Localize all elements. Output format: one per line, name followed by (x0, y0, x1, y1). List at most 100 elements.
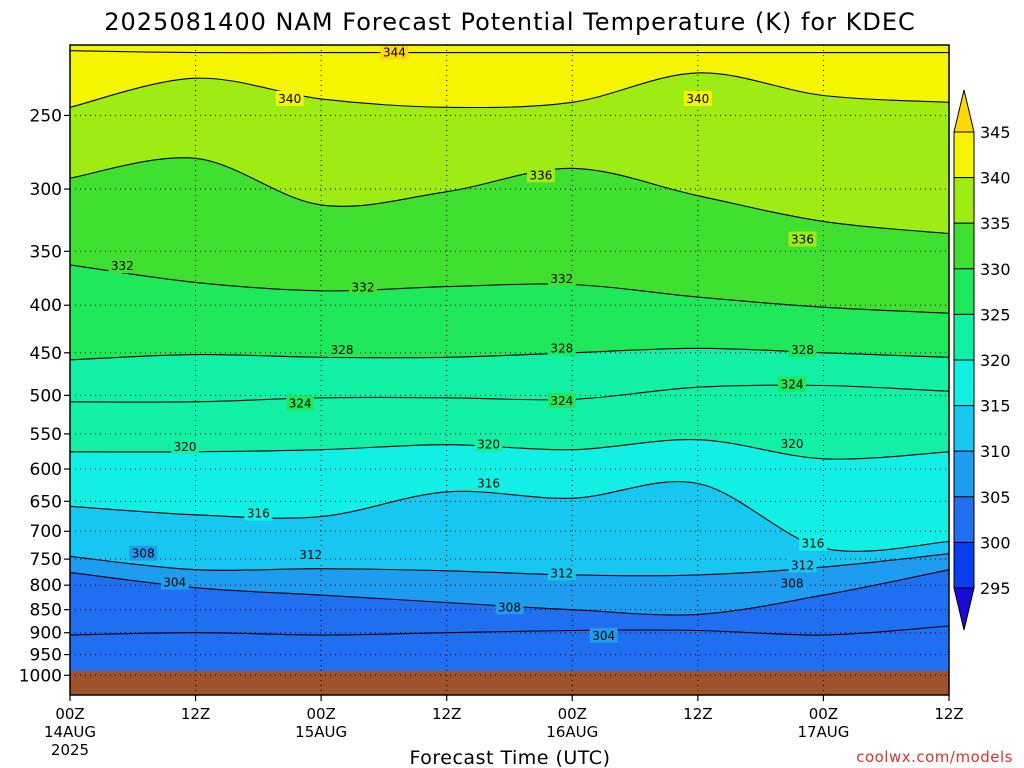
colorbar-segment-295 (953, 541, 975, 589)
contour-label-324: 324 (778, 376, 807, 392)
colorbar-label-295: 295 (980, 579, 1011, 598)
y-tick-label-250: 250 (30, 106, 62, 126)
contour-label-text-0: 344 (383, 46, 406, 60)
x-tick-label-60: 12Z (683, 705, 712, 723)
contour-label-316: 316 (798, 535, 827, 551)
contour-label-text-17: 316 (247, 507, 270, 521)
contour-label-bg-2 (683, 90, 712, 106)
x-tick-sublabel-48-0: 16AUG (546, 723, 598, 741)
contour-label-340: 340 (683, 90, 712, 106)
contour-label-text-27: 304 (592, 629, 615, 643)
contour-label-text-3: 336 (529, 168, 552, 182)
ground-surface (70, 671, 949, 695)
contour-label-text-14: 320 (174, 440, 197, 454)
contour-label-bg-16 (778, 435, 807, 451)
x-tick-sublabel-0-1: 2025 (51, 741, 89, 759)
contour-label-308: 308 (129, 545, 158, 561)
colorbar-label-315: 315 (980, 397, 1011, 416)
credit-text: coolwx.com/models (856, 748, 1013, 766)
contour-label-text-15: 320 (477, 438, 500, 452)
colorbar-extend-top (953, 89, 975, 133)
colorbar-segment-310 (953, 405, 975, 452)
contour-label-320: 320 (778, 435, 807, 451)
contour-label-text-8: 328 (331, 343, 354, 357)
y-tick-label-950: 950 (30, 646, 62, 666)
x-tick-label-12: 12Z (181, 705, 210, 723)
x-tick-sublabel-0-0: 14AUG (44, 723, 96, 741)
colorbar-label-335: 335 (980, 214, 1011, 233)
contour-label-text-24: 308 (498, 600, 521, 614)
x-tick-label-84: 12Z (934, 705, 963, 723)
contour-label-text-23: 308 (132, 547, 155, 561)
contour-label-bg-24 (495, 599, 524, 615)
contour-label-bg-3 (526, 167, 555, 183)
contour-label-bg-23 (129, 545, 158, 561)
contour-label-328: 328 (328, 342, 357, 358)
contour-label-324: 324 (547, 392, 576, 408)
y-tick-label-400: 400 (30, 296, 62, 316)
x-tick-label-0: 00Z (55, 705, 84, 723)
contour-label-text-4: 336 (791, 233, 814, 247)
isentrope-line-340 (70, 72, 949, 109)
contour-label-text-25: 308 (781, 577, 804, 591)
y-tick-label-850: 850 (30, 601, 62, 621)
y-tick-label-300: 300 (30, 180, 62, 200)
contour-label-bg-25 (778, 575, 807, 591)
contour-label-344: 344 (380, 45, 409, 60)
contour-label-336: 336 (788, 231, 817, 247)
band-fill-344 (70, 45, 949, 53)
contour-label-text-5: 332 (111, 259, 134, 273)
contour-label-bg-13 (778, 376, 807, 392)
x-tick-label-24: 00Z (306, 705, 335, 723)
colorbar-segment-305 (953, 450, 975, 498)
x-tick-sublabel-72-0: 17AUG (797, 723, 849, 741)
colorbar-segment-330 (953, 222, 975, 270)
colorbar-segment-320 (953, 313, 975, 361)
x-tick-sublabel-24-0: 15AUG (295, 723, 347, 741)
contour-label-bg-27 (589, 627, 618, 643)
contour-label-320: 320 (474, 436, 503, 452)
colorbar-label-340: 340 (980, 169, 1011, 188)
contour-label-text-12: 324 (550, 394, 573, 408)
x-tick-label-48: 00Z (558, 705, 587, 723)
contour-label-bg-15 (474, 436, 503, 452)
y-tick-label-650: 650 (30, 492, 62, 512)
y-tick-label-700: 700 (30, 522, 62, 542)
y-tick-label-350: 350 (30, 242, 62, 262)
contour-label-312: 312 (788, 557, 817, 573)
contour-label-336: 336 (526, 167, 555, 183)
y-tick-label-1000: 1000 (19, 666, 62, 686)
isentrope-line-336 (70, 157, 949, 235)
grid-lines (70, 45, 949, 695)
contour-label-bg-1 (275, 90, 304, 106)
isentrope-line-304 (70, 625, 949, 636)
contour-label-bg-9 (547, 340, 576, 356)
temperature-bands (70, 45, 949, 695)
colorbar-segment-325 (953, 268, 975, 315)
y-tick-label-750: 750 (30, 550, 62, 570)
contour-label-bg-12 (547, 392, 576, 408)
contour-label-text-22: 312 (791, 559, 814, 573)
colorbar-segment-300 (953, 496, 975, 543)
y-tick-label-500: 500 (30, 386, 62, 406)
plot-area: 344 340 340 336 336 332 332 332 328 328 328 324 324 3… (69, 44, 950, 696)
contour-label-328: 328 (547, 340, 576, 356)
contour-label-text-20: 312 (299, 548, 322, 562)
contour-label-328: 328 (788, 342, 817, 358)
contour-label-bg-5 (108, 258, 137, 274)
contour-labels: 344 340 340 336 336 332 332 332 328 328 328 324 324 3… (108, 45, 827, 643)
contour-label-text-26: 304 (163, 576, 186, 590)
colorbar: 295 300 305 310 315 320 325 330 335 340 345 (953, 89, 1011, 631)
x-tick-label-36: 12Z (432, 705, 461, 723)
contour-label-308: 308 (495, 599, 524, 615)
contour-label-332: 332 (349, 279, 377, 295)
contour-label-text-19: 316 (802, 537, 825, 551)
contour-label-312: 312 (296, 546, 325, 562)
contour-label-bg-0 (380, 45, 409, 60)
contour-label-bg-8 (328, 342, 357, 358)
contour-label-text-1: 340 (278, 92, 301, 106)
colorbar-label-300: 300 (980, 533, 1011, 552)
isentrope-line-344 (70, 50, 949, 54)
